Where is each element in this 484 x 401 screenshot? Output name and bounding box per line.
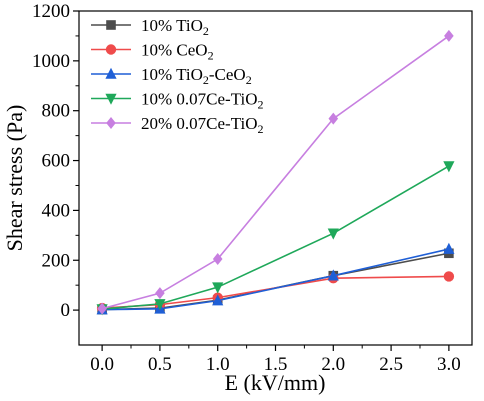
series-2 (96, 271, 455, 314)
legend-subscript: 2 (203, 24, 209, 38)
legend-item: 10% CeO2 (91, 41, 214, 63)
data-point (327, 228, 339, 240)
data-point (212, 294, 224, 306)
legend-subscript: 2 (258, 122, 264, 136)
legend-text-part: -CeO (209, 65, 246, 84)
legend-text-part: 10% TiO (141, 16, 203, 35)
legend-label: 10% 0.07Ce-TiO2 (141, 90, 264, 112)
series-layer (96, 29, 455, 316)
y-tick-label: 800 (42, 101, 71, 122)
series-3 (96, 242, 455, 315)
y-tick-label: 600 (42, 151, 71, 172)
series-line (102, 248, 450, 311)
x-tick-label: 2.0 (321, 354, 345, 375)
legend-marker (106, 20, 116, 30)
data-point (154, 299, 166, 311)
legend-item: 20% 0.07Ce-TiO2 (91, 114, 264, 136)
legend-subscript: 2 (258, 98, 264, 112)
legend-marker (105, 93, 117, 105)
legend-label: 10% CeO2 (141, 41, 214, 63)
y-tick-label: 1000 (32, 51, 70, 72)
data-point (328, 112, 339, 125)
data-point (97, 302, 107, 315)
series-4 (96, 161, 455, 316)
legend-text-part: 10% CeO (141, 41, 208, 60)
legend-label: 20% 0.07Ce-TiO2 (141, 114, 264, 136)
y-axis-title: Shear stress (Pa) (2, 105, 27, 252)
legend-item: 10% TiO2 (91, 16, 209, 38)
y-tick-label: 400 (42, 200, 71, 221)
legend-label: 10% TiO2-CeO2 (141, 65, 252, 87)
legend-text-part: 10% 0.07Ce-TiO (141, 90, 258, 109)
data-point (443, 271, 455, 282)
x-tick-label: 3.0 (437, 354, 461, 375)
y-tick-label: 200 (42, 250, 71, 271)
data-point (444, 29, 454, 42)
legend-item: 10% 0.07Ce-TiO2 (91, 90, 264, 112)
data-point (443, 161, 455, 173)
x-axis-title: E (kV/mm) (225, 370, 326, 395)
legend-subscript: 2 (246, 73, 252, 87)
y-tick-label: 1200 (32, 1, 70, 22)
legend-label: 10% TiO2 (141, 16, 209, 38)
series-line (102, 275, 449, 309)
x-tick-label: 0.5 (148, 354, 172, 375)
data-point (443, 242, 455, 254)
legend-marker (105, 44, 117, 55)
data-point (155, 287, 165, 300)
series-5 (97, 29, 454, 315)
legend-item: 10% TiO2-CeO2 (91, 65, 252, 87)
legend-subscript: 2 (203, 73, 209, 87)
x-tick-label: 1.0 (206, 354, 230, 375)
x-tick-label: 0.0 (90, 354, 114, 375)
x-tick-label: 2.5 (379, 354, 403, 375)
axis-ticks: 0.0 0.5 1.0 1.5 2.0 2.5 3.0 0 200 400 600 800 1000 12… (32, 1, 461, 375)
y-tick-label: 0 (61, 300, 71, 321)
legend-subscript: 2 (208, 49, 214, 63)
legend-marker (106, 117, 116, 129)
x-tick-label: 1.5 (264, 354, 288, 375)
legend-text-part: 10% TiO (141, 65, 203, 84)
legend-text-part: 20% 0.07Ce-TiO (141, 114, 258, 133)
legend-marker (105, 67, 117, 79)
data-point (212, 282, 224, 294)
data-point (327, 269, 339, 281)
data-point (212, 253, 223, 266)
